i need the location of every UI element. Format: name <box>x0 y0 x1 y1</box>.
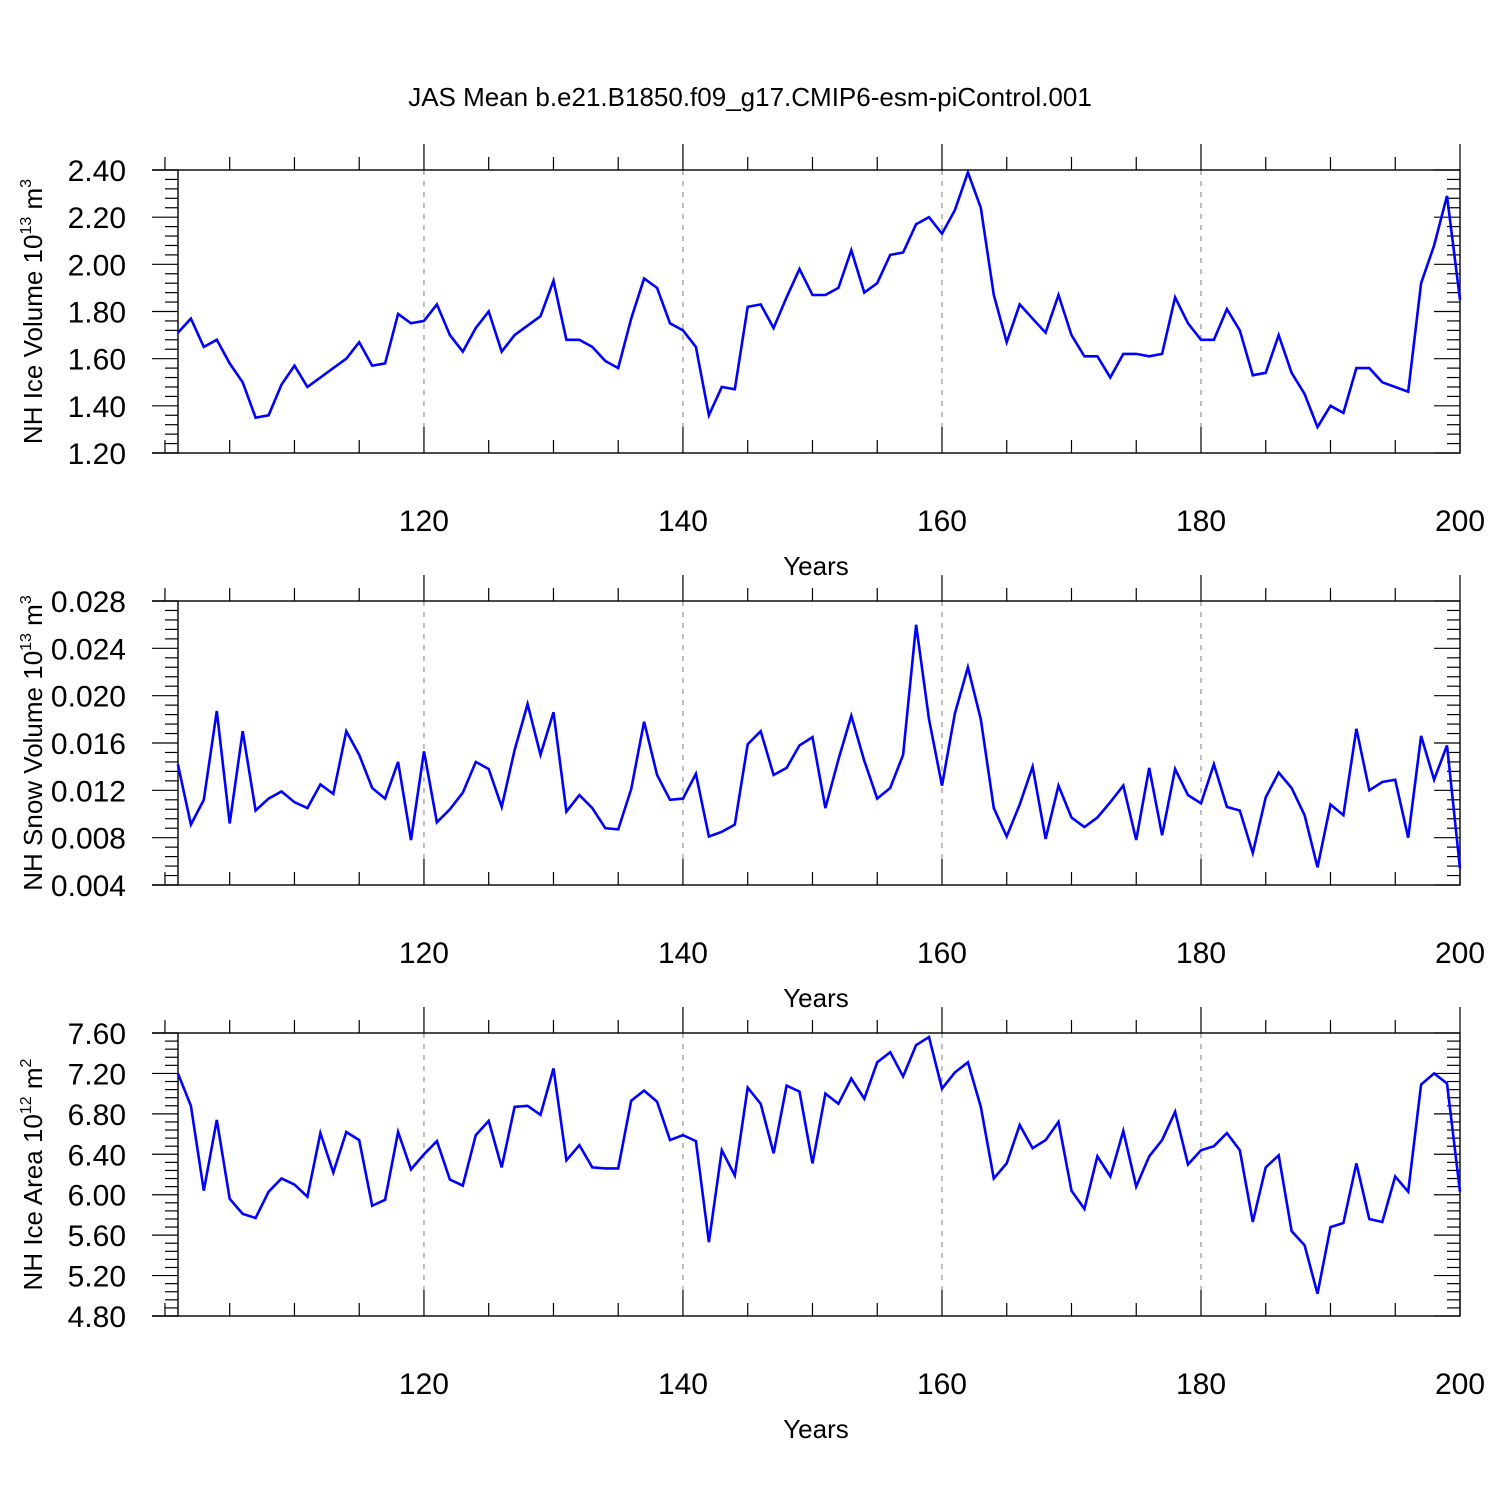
y-axis-label-superscript: 13 <box>18 633 35 651</box>
x-tick-label: 160 <box>917 505 967 538</box>
y-tick-label: 0.020 <box>51 681 126 714</box>
y-tick-label: 1.80 <box>68 297 126 330</box>
x-tick-label: 200 <box>1435 937 1485 970</box>
y-axis-label-part: m <box>18 1067 48 1096</box>
x-axis-label: Years <box>783 551 849 581</box>
y-tick-label: 1.20 <box>68 438 126 471</box>
y-axis-label-superscript: 12 <box>18 1096 35 1114</box>
x-tick-label: 200 <box>1435 1368 1485 1401</box>
y-axis-label-part: NH Ice Volume 10 <box>18 235 48 445</box>
y-axis-label-part: m <box>18 604 48 633</box>
y-tick-label: 2.20 <box>68 202 126 235</box>
chart-panel-1: 1.20 1.40 1.60 1.80 2.00 2.20 2.40 120 140 160 180… <box>18 144 1485 581</box>
y-tick-label: 1.60 <box>68 344 126 377</box>
x-tick-label: 120 <box>399 937 449 970</box>
y-tick-label: 5.20 <box>68 1261 126 1294</box>
x-tick-label: 180 <box>1176 937 1226 970</box>
x-tick-label: 160 <box>917 937 967 970</box>
y-tick-label: 6.40 <box>68 1139 126 1172</box>
y-tick-label: 2.40 <box>68 155 126 188</box>
plot-frame <box>177 1032 1461 1317</box>
y-axis-label-superscript: 13 <box>18 217 35 235</box>
y-axis-label: NH Ice Area 1012 m2 <box>18 1058 48 1290</box>
x-tick-label: 180 <box>1176 505 1226 538</box>
y-tick-label: 0.012 <box>51 775 126 808</box>
y-tick-label: 0.024 <box>51 633 126 666</box>
x-axis-label: Years <box>783 983 849 1013</box>
x-tick-label: 180 <box>1176 1368 1226 1401</box>
y-tick-label: 7.20 <box>68 1058 126 1091</box>
y-tick-label: 0.028 <box>51 586 126 619</box>
y-tick-label: 0.016 <box>51 728 126 761</box>
y-tick-label: 5.60 <box>68 1220 126 1253</box>
chart-panel-2: 0.004 0.008 0.012 0.016 0.020 0.024 0.028 120 14… <box>18 575 1485 1013</box>
y-tick-label: 0.004 <box>51 870 126 903</box>
y-axis-label-superscript: 3 <box>18 179 35 188</box>
y-axis-label-superscript: 2 <box>18 1058 35 1067</box>
y-tick-label: 2.00 <box>68 249 126 282</box>
y-tick-label: 0.008 <box>51 823 126 856</box>
x-tick-label: 140 <box>658 937 708 970</box>
x-tick-label: 160 <box>917 1368 967 1401</box>
series-line <box>176 1034 1462 1295</box>
plot-frame <box>177 169 1461 454</box>
y-axis-label-superscript: 3 <box>18 595 35 604</box>
y-tick-label: 6.00 <box>68 1180 126 1213</box>
series-line <box>176 624 1462 869</box>
y-axis-label: NH Ice Volume 1013 m3 <box>18 179 48 444</box>
x-tick-label: 200 <box>1435 505 1485 538</box>
y-tick-label: 6.80 <box>68 1099 126 1132</box>
x-tick-label: 120 <box>399 1368 449 1401</box>
y-tick-label: 1.40 <box>68 391 126 424</box>
series-line <box>176 168 1462 431</box>
y-axis-label: NH Snow Volume 1013 m3 <box>18 595 48 891</box>
x-axis-label: Years <box>783 1414 849 1444</box>
y-axis-label-part: NH Snow Volume 10 <box>18 651 48 891</box>
y-tick-label: 4.80 <box>68 1301 126 1334</box>
plot-frame <box>177 600 1461 886</box>
y-axis-label-part: m <box>18 188 48 217</box>
y-axis-label-part: NH Ice Area 10 <box>18 1114 48 1290</box>
chart-title: JAS Mean b.e21.B1850.f09_g17.CMIP6-esm-p… <box>408 82 1092 112</box>
chart-panel-3: 4.80 5.20 5.60 6.00 6.40 6.80 7.20 7.60 120 140 16… <box>18 1007 1485 1444</box>
x-tick-label: 120 <box>399 505 449 538</box>
y-tick-label: 7.60 <box>68 1018 126 1051</box>
x-tick-label: 140 <box>658 1368 708 1401</box>
x-tick-label: 140 <box>658 505 708 538</box>
